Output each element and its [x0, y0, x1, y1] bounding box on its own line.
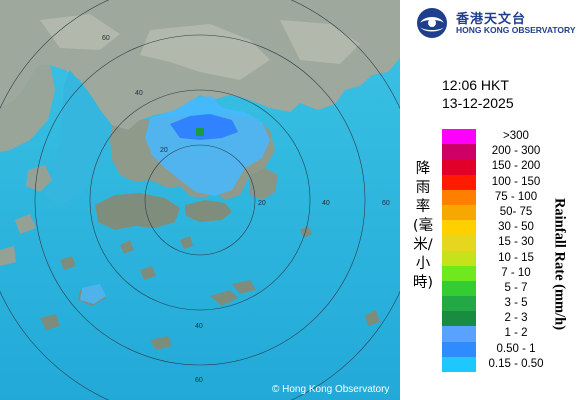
- legend-swatch: [442, 265, 476, 281]
- ring-label: 40: [322, 200, 330, 207]
- sai-kung: [250, 168, 278, 200]
- legend-swatch: [442, 189, 476, 205]
- ring-label: 60: [195, 377, 203, 384]
- legend-labels: >300 200 - 300 150 - 200 100 - 150 75 - 100 5…: [476, 129, 556, 372]
- legend-swatch: [442, 159, 476, 175]
- west-land: [0, 65, 55, 152]
- legend-swatch: [442, 220, 476, 236]
- org-name-zh: 香港天文台: [456, 12, 527, 27]
- legend-swatch: [442, 341, 476, 357]
- lantau-island: [95, 193, 180, 230]
- legend-unit-en: Rainfall Rate (mm/h): [551, 197, 568, 331]
- observation-date: 13-12-2025: [442, 95, 514, 111]
- radar-map: 60 40 20 20 40 60 40 60: [0, 0, 400, 400]
- pearl-river-estuary: [45, 70, 112, 205]
- legend-swatch: [442, 144, 476, 160]
- legend-label: 75 - 100: [494, 190, 538, 203]
- ring-label: 20: [160, 147, 168, 154]
- range-ring-labels: 60 40 20 20 40 60 40 60: [102, 35, 390, 384]
- legend-label: 10 - 15: [498, 251, 534, 264]
- legend-label: 30 - 50: [498, 221, 534, 234]
- legend-swatch: [442, 235, 476, 251]
- rain-echo-south: [80, 284, 106, 304]
- legend-panel: [400, 0, 577, 400]
- macau-islands: [0, 165, 52, 266]
- mainland-highlands: [40, 14, 360, 80]
- legend-label: 0.15 - 0.50: [488, 357, 544, 370]
- legend-label: 3 - 5: [504, 297, 528, 310]
- legend-swatch: [442, 356, 476, 372]
- legend-swatches: [442, 129, 476, 372]
- legend-label: 7 - 10: [501, 266, 531, 279]
- ring-label: 60: [382, 200, 390, 207]
- legend-swatch: [442, 129, 476, 145]
- legend-label: >300: [503, 130, 529, 142]
- rain-echo-moderate: [170, 114, 238, 140]
- range-rings: [0, 0, 400, 400]
- ring-label: 40: [195, 323, 203, 330]
- hko-emblem-icon: [417, 8, 447, 38]
- legend-label: 15 - 30: [498, 236, 534, 249]
- legend-swatch: [442, 204, 476, 221]
- ring-label: 60: [102, 35, 110, 42]
- org-name-en: HONG KONG OBSERVATORY: [456, 25, 576, 35]
- ring-label: 20: [258, 200, 266, 207]
- legend-label: 200 - 300: [491, 145, 541, 158]
- hko-logo: [417, 8, 447, 38]
- legend-swatch: [442, 296, 476, 312]
- observation-time: 12:06 HKT: [442, 77, 509, 93]
- legend-label: 150 - 200: [491, 160, 541, 173]
- rain-echo-cell: [196, 128, 204, 136]
- legend-swatch: [442, 250, 476, 266]
- legend-label: 2 - 3: [504, 312, 528, 325]
- legend-swatch: [442, 174, 476, 190]
- hk-island: [185, 200, 232, 222]
- legend-unit-zh: 降雨率(毫米/小時): [412, 161, 434, 291]
- legend-label: 5 - 7: [504, 281, 528, 294]
- legend-label: 50- 75: [499, 205, 533, 218]
- copyright: © Hong Kong Observatory: [272, 384, 390, 395]
- legend-label: 100 - 150: [491, 175, 541, 188]
- legend-swatch: [442, 326, 476, 342]
- legend-swatch: [442, 311, 476, 327]
- legend-label: 0.50 - 1: [496, 342, 536, 355]
- ring-label: 40: [135, 90, 143, 97]
- rain-echo-light: [145, 96, 270, 196]
- legend-swatch: [442, 280, 476, 297]
- legend-label: 1 - 2: [504, 327, 528, 340]
